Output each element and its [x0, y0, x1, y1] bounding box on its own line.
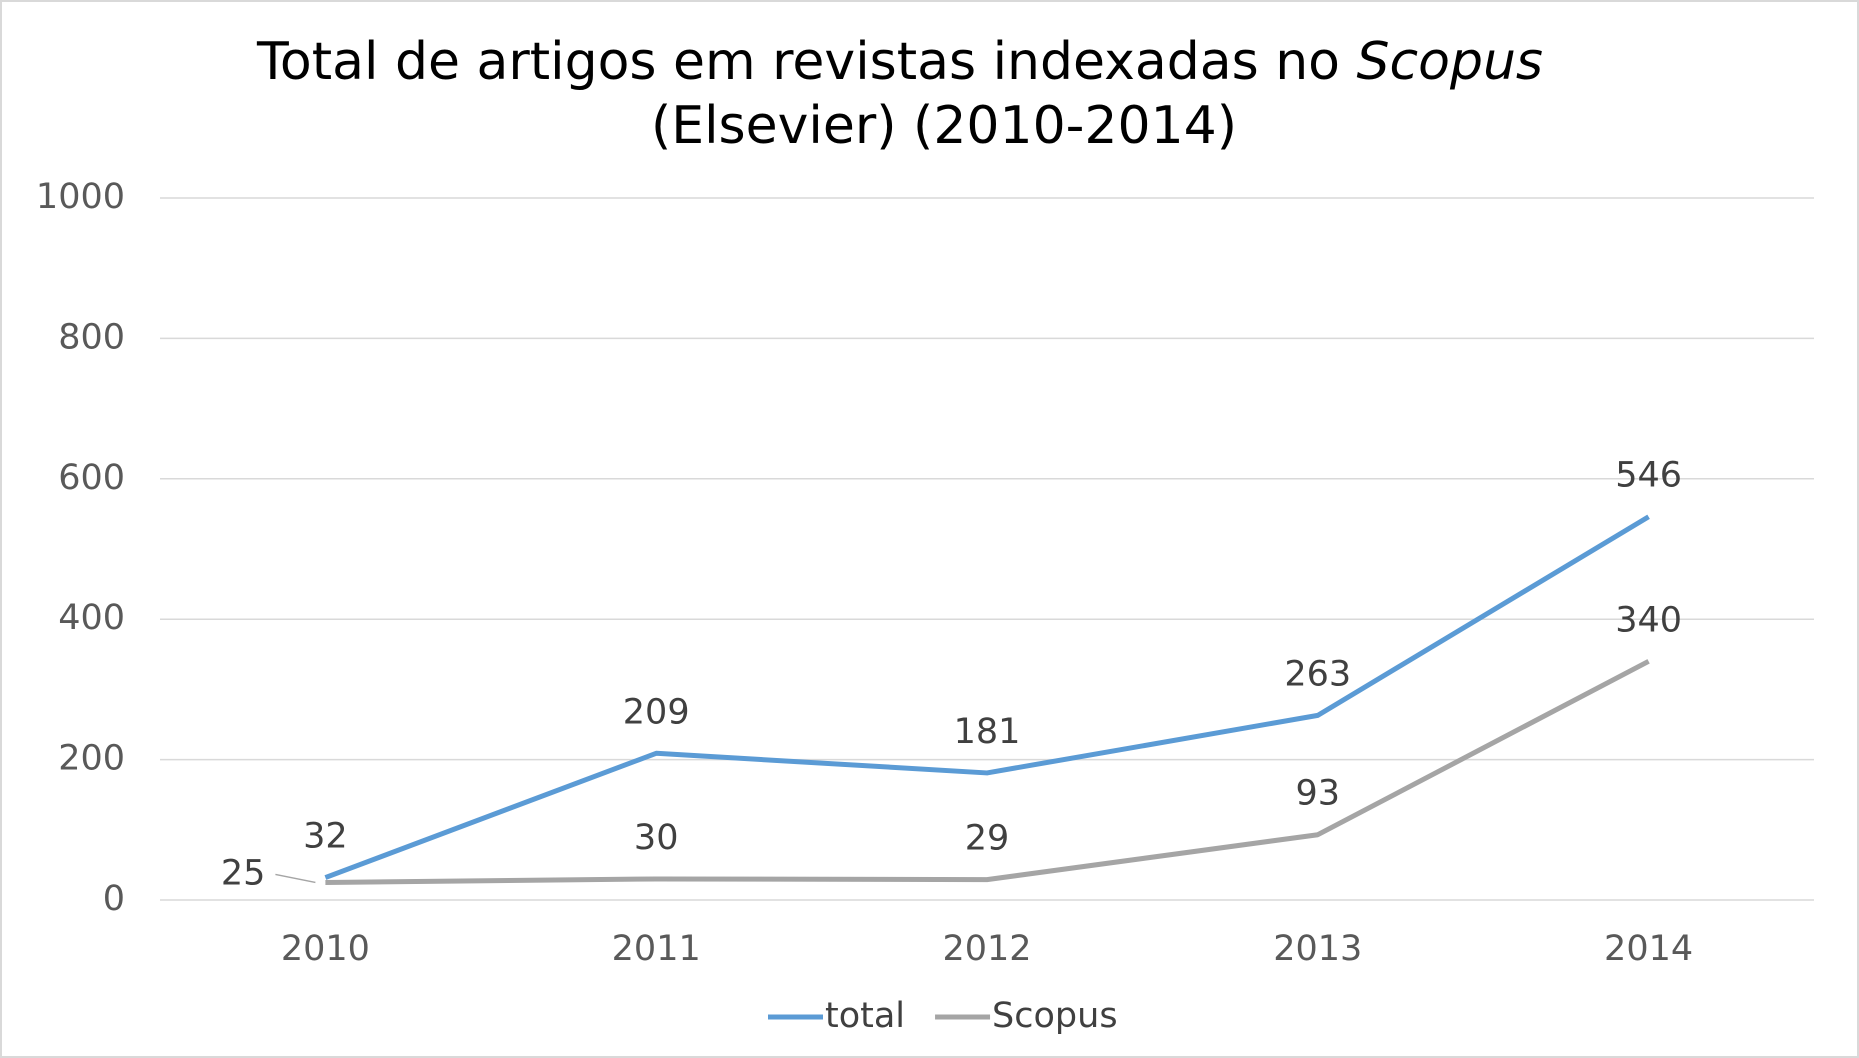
data-label: 30	[634, 818, 679, 858]
x-tick-label: 2013	[1273, 929, 1362, 969]
title-part: Scopus	[1357, 32, 1543, 92]
leader-line	[275, 873, 316, 884]
y-tick-label: 400	[58, 598, 125, 638]
data-label: 546	[1615, 456, 1682, 496]
series-line	[324, 514, 1650, 880]
x-tick-label: 2011	[612, 929, 701, 969]
data-label: 340	[1615, 600, 1682, 640]
series-line	[325, 659, 1650, 885]
title-part: Total de artigos em revistas indexadas n…	[256, 32, 1340, 92]
data-label: 29	[965, 819, 1010, 859]
y-tick-label: 0	[103, 879, 125, 919]
x-tick-label: 2010	[281, 929, 370, 969]
data-label: 32	[303, 817, 348, 857]
legend-label: total	[825, 996, 905, 1036]
y-tick-label: 600	[58, 458, 125, 498]
y-tick-label: 1000	[36, 177, 125, 217]
x-tick-label: 2012	[942, 929, 1031, 969]
x-tick-label: 2014	[1604, 929, 1693, 969]
legend-label: Scopus	[992, 996, 1118, 1036]
data-label: 93	[1296, 774, 1341, 814]
data-label: 209	[623, 692, 690, 732]
data-label: 181	[954, 712, 1021, 752]
data-label: 263	[1284, 654, 1351, 694]
chart-title: (Elsevier) (2010-2014)	[651, 96, 1237, 156]
data-label: 25	[221, 853, 266, 893]
y-tick-label: 800	[58, 317, 125, 357]
chart-title: Total de artigos em revistas indexadas n…	[256, 32, 1543, 92]
y-tick-label: 200	[58, 739, 125, 779]
